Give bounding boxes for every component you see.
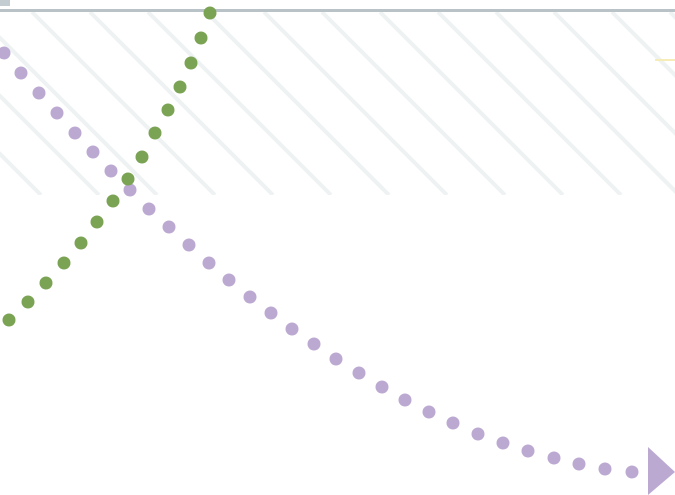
- purple-dot: [446, 416, 460, 430]
- purple-dot: [162, 220, 176, 234]
- hatch-stripe: [0, 93, 101, 195]
- green-dot: [203, 6, 217, 20]
- hatch-stripe: [262, 12, 449, 195]
- purple-dot: [422, 405, 436, 419]
- purple-dot: [222, 273, 236, 287]
- green-dot: [57, 256, 71, 270]
- green-dotted-curve: [2, 6, 217, 327]
- purple-dot: [375, 380, 389, 394]
- hatch-stripe: [30, 12, 217, 195]
- green-dot: [21, 295, 35, 309]
- purple-dot: [572, 457, 586, 471]
- purple-dot: [142, 202, 156, 216]
- green-dot: [148, 126, 162, 140]
- purple-dot: [86, 145, 100, 159]
- hatch-stripe: [668, 12, 675, 20]
- purple-dot: [471, 427, 485, 441]
- purple-dot: [14, 66, 28, 80]
- purple-dot: [547, 451, 561, 465]
- hatch-stripe: [378, 12, 565, 195]
- hatch-stripe: [204, 12, 391, 195]
- purple-dot: [264, 306, 278, 320]
- green-dot: [2, 313, 16, 327]
- green-dot: [173, 80, 187, 94]
- purple-dot: [202, 256, 216, 270]
- purple-dot: [243, 290, 257, 304]
- green-dot: [194, 31, 208, 45]
- hatch-stripe: [610, 12, 675, 78]
- hatch-stripe: [88, 12, 275, 195]
- green-dot: [121, 172, 135, 186]
- hatch-stripe: [552, 12, 675, 136]
- hatch-stripe: [320, 12, 507, 195]
- purple-dotted-curve: [0, 46, 639, 479]
- green-dot: [184, 56, 198, 70]
- purple-dot: [285, 322, 299, 336]
- green-dot: [135, 150, 149, 164]
- purple-dot: [104, 164, 118, 178]
- hatch-stripe: [436, 12, 623, 195]
- purple-dot: [68, 126, 82, 140]
- purple-dot: [598, 462, 612, 476]
- green-dot: [39, 276, 53, 290]
- purple-dot: [352, 366, 366, 380]
- hatched-band: [0, 12, 675, 195]
- purple-dot: [182, 238, 196, 252]
- purple-dot: [123, 183, 137, 197]
- purple-dot: [521, 444, 535, 458]
- green-dot: [106, 194, 120, 208]
- purple-dot: [329, 352, 343, 366]
- hatch-stripe: [494, 12, 675, 194]
- corner-mark: [0, 0, 10, 6]
- green-dot: [90, 215, 104, 229]
- purple-dot: [307, 337, 321, 351]
- purple-dot: [625, 465, 639, 479]
- hatch-stripe: [0, 35, 159, 195]
- purple-dot: [398, 393, 412, 407]
- green-dot: [74, 236, 88, 250]
- purple-dot: [496, 436, 510, 450]
- hatch-stripe: [0, 151, 43, 195]
- top-rule: [0, 9, 675, 12]
- green-dot: [161, 103, 175, 117]
- purple-dot: [50, 106, 64, 120]
- purple-dot: [0, 46, 11, 60]
- triangle-arrow-head-icon: [648, 447, 675, 495]
- purple-dot: [32, 86, 46, 100]
- hatch-stripe: [146, 12, 333, 195]
